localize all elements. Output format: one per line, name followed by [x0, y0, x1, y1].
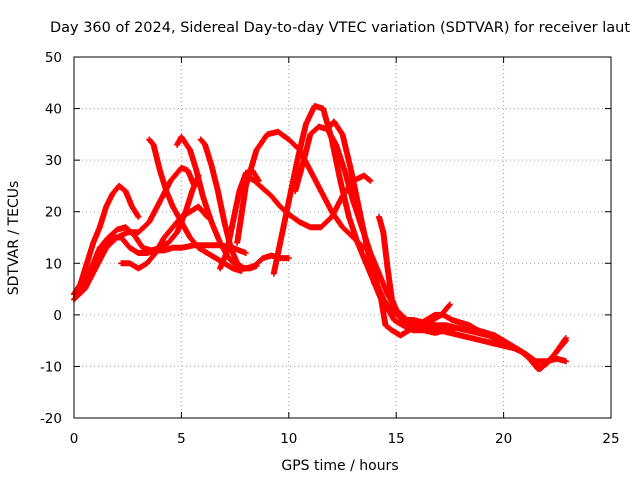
- data-markers: [71, 103, 569, 372]
- y-tick-label: 10: [45, 256, 62, 272]
- series-markers: [118, 203, 211, 272]
- x-tick-label: 10: [280, 431, 297, 447]
- y-tick-label: 20: [45, 205, 62, 221]
- chart-title: Day 360 of 2024, Sidereal Day-to-day VTE…: [50, 20, 630, 36]
- series-markers: [270, 103, 481, 334]
- y-tick-label: 40: [45, 102, 62, 118]
- series-arc-16: [376, 213, 453, 331]
- axis-ticks: 0 5 10 15 20 25 -20 -10 0 10 20 30 40 50: [40, 50, 620, 447]
- x-axis-title: GPS time / hours: [281, 458, 398, 474]
- series-arc-5: [118, 203, 211, 272]
- x-tick-label: 5: [177, 431, 186, 447]
- x-tick-label: 0: [70, 431, 79, 447]
- x-tick-label: 25: [602, 431, 619, 447]
- y-tick-label: 0: [53, 308, 62, 324]
- y-tick-label: -10: [40, 359, 62, 375]
- series-markers: [376, 213, 453, 331]
- x-tick-label: 20: [495, 431, 512, 447]
- series-arc-6: [146, 136, 245, 274]
- y-tick-label: 50: [45, 50, 62, 66]
- y-tick-label: -20: [40, 411, 62, 427]
- plot-frame: [73, 56, 612, 419]
- y-axis-title: SDTVAR / TECUs: [6, 181, 22, 296]
- series-arc-12: [270, 103, 481, 334]
- y-tick-label: 30: [45, 153, 62, 169]
- x-tick-label: 15: [388, 431, 405, 447]
- series-markers: [146, 136, 245, 274]
